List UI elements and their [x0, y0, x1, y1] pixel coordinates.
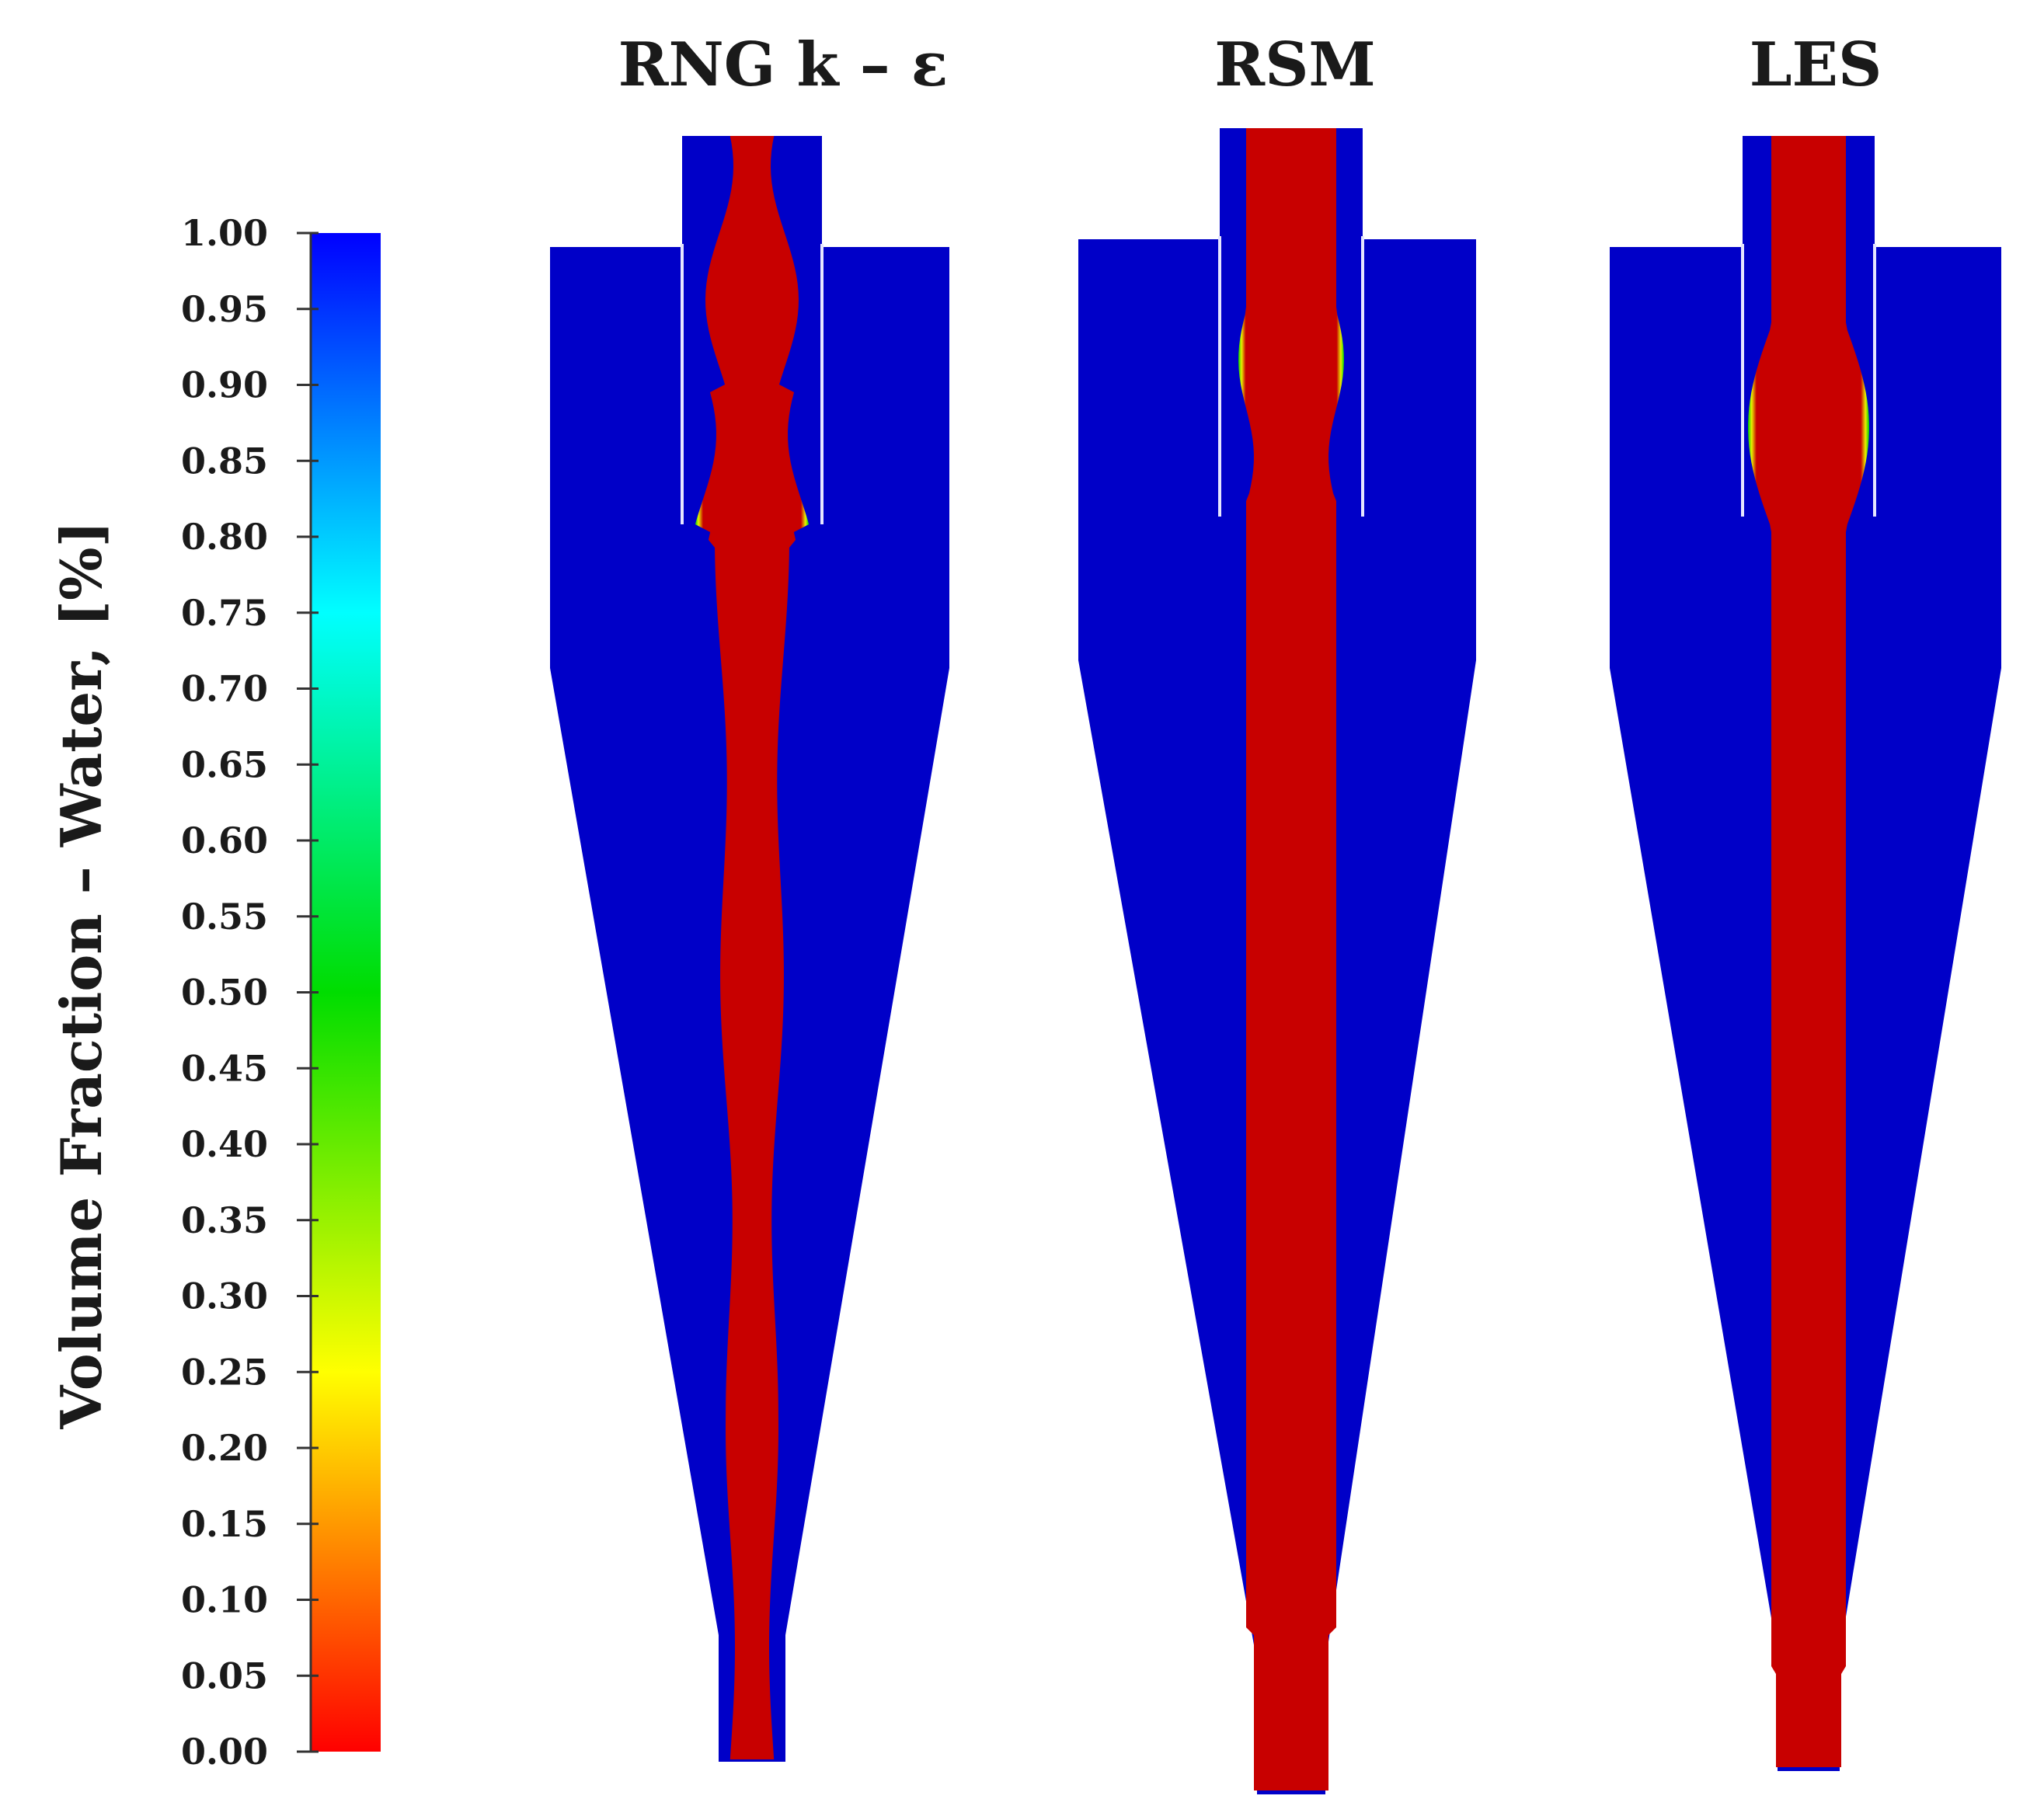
colorbar-tick-label: 0.65 — [181, 743, 268, 785]
colorbar-tick-label: 0.35 — [181, 1199, 268, 1241]
panel-title-les: LES — [1750, 30, 1882, 100]
colorbar-tick-label: 0.75 — [181, 592, 268, 634]
colorbar-tick-label: 0.55 — [181, 896, 268, 938]
colorbar-tick-label: 0.20 — [181, 1427, 268, 1469]
colorbar-ticks: 1.00 0.95 0.90 0.85 0.80 0.75 0.70 0.65 0.60 0.55… — [181, 212, 319, 1773]
colorbar: 1.00 0.95 0.90 0.85 0.80 0.75 0.70 0.65 0.60 0.55… — [48, 212, 381, 1773]
panel-title-rng: RNG k – ε — [618, 30, 949, 100]
panel-title-rsm: RSM — [1214, 30, 1376, 100]
colorbar-tick-label: 0.10 — [181, 1579, 268, 1621]
colorbar-tick-label: 0.45 — [181, 1047, 268, 1089]
colorbar-tick-label: 0.30 — [181, 1275, 268, 1317]
colorbar-tick-label: 0.05 — [181, 1655, 268, 1696]
colorbar-tick-label: 0.85 — [181, 440, 268, 482]
colorbar-tick-label: 0.95 — [181, 288, 268, 330]
hydrocyclone-panel-les — [1610, 136, 2001, 1771]
air-core-les — [1748, 136, 1869, 1767]
colorbar-tick-label: 0.80 — [181, 516, 268, 558]
colorbar-tick-label: 0.25 — [181, 1351, 268, 1393]
air-core-rsm — [1238, 128, 1344, 1790]
air-core-rng — [695, 136, 810, 1759]
colorbar-tick-label: 1.00 — [181, 212, 268, 254]
hydrocyclone-panel-rsm — [1078, 128, 1476, 1794]
colorbar-gradient — [311, 233, 381, 1752]
colorbar-tick-label: 0.15 — [181, 1503, 268, 1545]
colorbar-tick-label: 0.90 — [181, 364, 268, 406]
colorbar-title: Volume Fraction – Water, [%] — [48, 520, 114, 1429]
colorbar-tick-label: 0.00 — [181, 1731, 268, 1773]
colorbar-tick-label: 0.40 — [181, 1123, 268, 1165]
colorbar-tick-label: 0.60 — [181, 820, 268, 861]
colorbar-tick-label: 0.70 — [181, 668, 268, 710]
hydrocyclone-panel-rng — [550, 136, 949, 1762]
colorbar-tick-label: 0.50 — [181, 972, 268, 1014]
